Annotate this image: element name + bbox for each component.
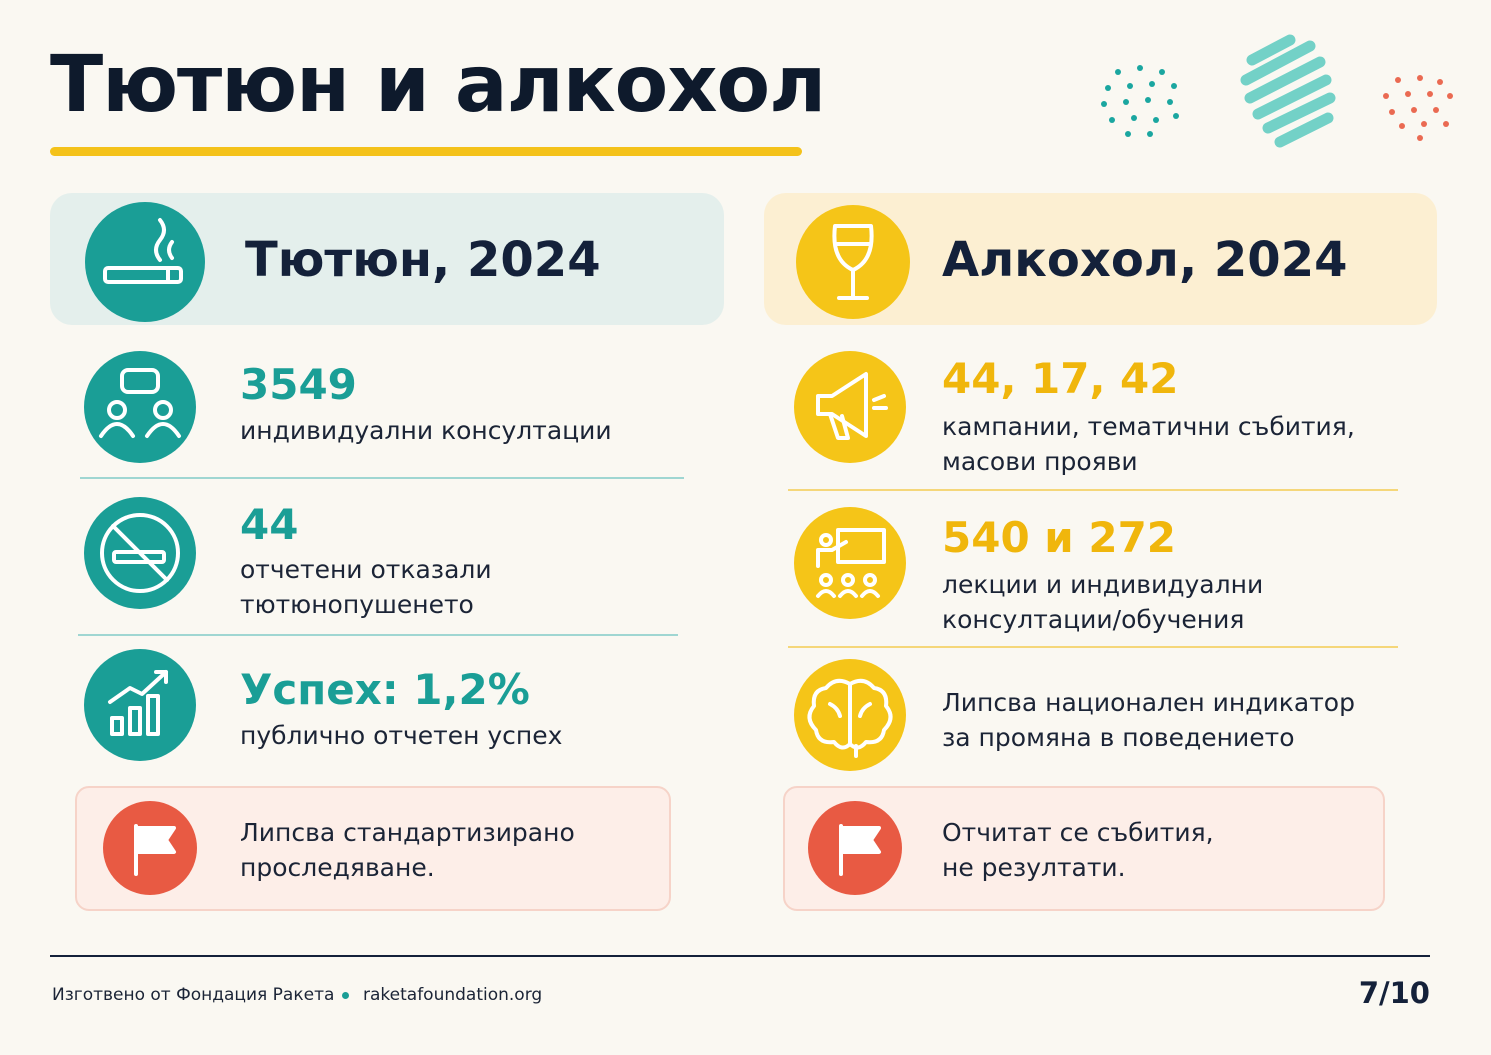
divider — [78, 634, 678, 636]
consultation-icon — [84, 351, 196, 463]
text-line: индивидуални консултации — [240, 416, 612, 445]
footer-dot — [342, 992, 349, 999]
text-line: кампании, тематични събития, — [942, 412, 1355, 441]
text-line: Отчитат се събития, — [942, 818, 1214, 847]
stat-value: Успех: 1,2% — [240, 665, 530, 714]
stat-text: публично отчетен успех — [240, 718, 562, 753]
alcohol-heading: Алкохол, 2024 — [942, 232, 1348, 288]
footer-rule — [50, 955, 1430, 957]
text-line: Липсва национален индикатор — [942, 688, 1355, 717]
text-line: отчетени отказали — [240, 555, 492, 584]
stat-text: Липсва национален индикатор за промяна в … — [942, 685, 1355, 755]
divider — [80, 477, 684, 479]
text-line: публично отчетен успех — [240, 721, 563, 750]
text-line: масови прояви — [942, 447, 1138, 476]
dots-teal — [1101, 65, 1179, 137]
text-line: за промяна в поведението — [942, 723, 1295, 752]
title: Тютюн и алкохол — [50, 40, 826, 130]
page-number: 7/10 — [1358, 976, 1430, 1010]
text-line: тютюнопушенето — [240, 590, 474, 619]
text-line: проследяване. — [240, 853, 435, 882]
stat-text: отчетени отказали тютюнопушенето — [240, 552, 492, 622]
text-line: лекции и индивидуални — [942, 570, 1264, 599]
stat-value: 44, 17, 42 — [942, 354, 1179, 403]
footer-site: raketafoundation.org — [363, 985, 543, 1005]
stat-value: 3549 — [240, 360, 357, 409]
no-smoking-icon — [84, 497, 196, 609]
scribble — [1240, 34, 1336, 148]
stat-text: лекции и индивидуални консултации/обучени… — [942, 567, 1263, 637]
text-line: Липсва стандартизирано — [240, 818, 575, 847]
footer-credit: Изготвено от Фондация Ракета — [52, 985, 335, 1005]
dots-red — [1383, 75, 1453, 141]
text-line: консултации/обучения — [942, 605, 1245, 634]
megaphone-icon — [794, 351, 906, 463]
title-underline — [50, 147, 802, 156]
stat-value: 540 и 272 — [942, 513, 1177, 562]
tobacco-heading: Тютюн, 2024 — [245, 232, 601, 288]
divider — [788, 646, 1398, 648]
text-line: не резултати. — [942, 853, 1126, 882]
divider — [788, 489, 1398, 491]
stat-text: кампании, тематични събития, масови прояв… — [942, 409, 1355, 479]
lecture-icon — [794, 507, 906, 619]
growth-icon — [84, 649, 196, 761]
brain-icon — [794, 659, 906, 771]
note-text: Липсва стандартизирано проследяване. — [240, 815, 575, 885]
stat-value: 44 — [240, 500, 299, 549]
note-text: Отчитат се събития, не резултати. — [942, 815, 1214, 885]
stat-text: индивидуални консултации — [240, 413, 612, 448]
